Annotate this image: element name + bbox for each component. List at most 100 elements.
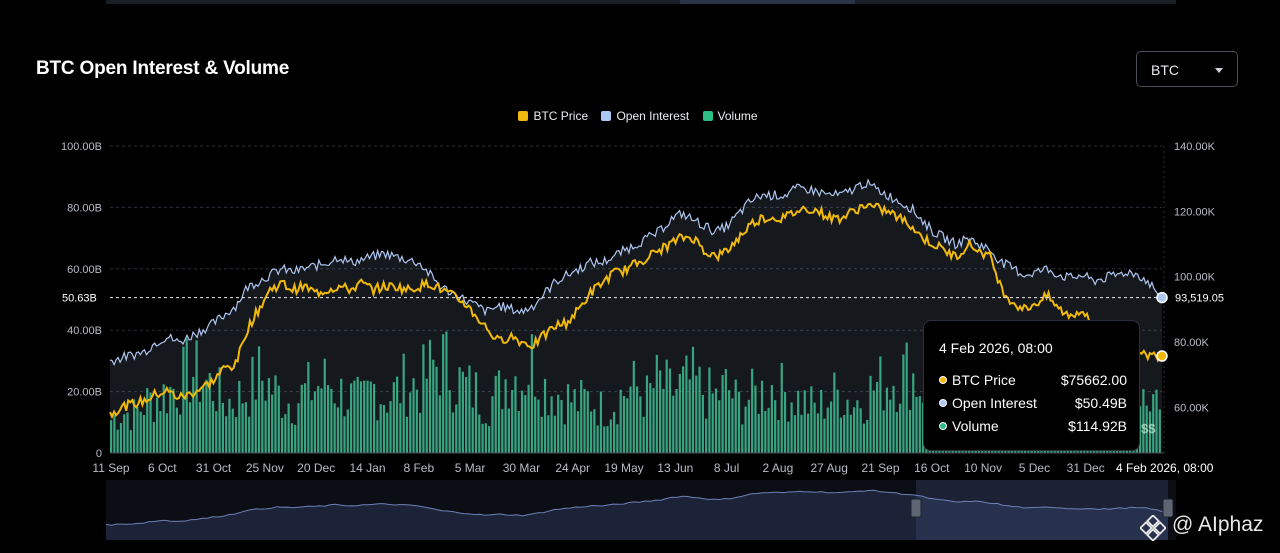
- top-scroll-track[interactable]: [106, 0, 1176, 4]
- volume-bar: [514, 376, 517, 453]
- volume-bar: [336, 407, 340, 453]
- volume-bar: [313, 391, 317, 453]
- volume-bar: [303, 383, 307, 453]
- volume-bar: [813, 402, 816, 453]
- volume-bar: [626, 398, 629, 453]
- volume-bar: [885, 387, 889, 453]
- volume-bar: [806, 413, 810, 453]
- volume-bar: [215, 411, 218, 453]
- tooltip-title: 4 Feb 2026, 08:00: [939, 340, 1053, 356]
- volume-bar: [297, 403, 300, 453]
- volume-bar: [307, 362, 310, 453]
- asset-select[interactable]: BTC: [1136, 51, 1238, 87]
- volume-bar: [797, 390, 800, 453]
- volume-bar: [471, 407, 474, 453]
- volume-bar: [764, 410, 767, 453]
- volume-bar: [241, 403, 244, 453]
- volume-bar: [468, 365, 471, 453]
- volume-bar: [139, 411, 142, 453]
- volume-bar: [231, 408, 234, 453]
- volume-bar: [198, 401, 201, 453]
- volume-bar: [412, 378, 415, 453]
- volume-bar: [728, 390, 731, 453]
- volume-bar: [110, 420, 113, 453]
- volume-bar: [244, 402, 247, 453]
- volume-bar: [553, 415, 557, 453]
- volume-bar: [754, 385, 757, 453]
- volume-bar: [389, 401, 392, 453]
- volume-bar: [448, 390, 451, 453]
- range-navigator[interactable]: [105, 480, 1176, 540]
- y-right-tick-label: 120.00K: [1174, 206, 1216, 218]
- axes: 0 20.00B 40.00B 60.00B 80.00B 100.00B 60.00K 80…: [61, 141, 1216, 475]
- legend-item-btc-price[interactable]: BTC Price: [518, 109, 588, 123]
- volume-bar: [731, 398, 734, 453]
- volume-bar: [221, 402, 224, 453]
- tooltip-value: $75662.00: [1060, 372, 1127, 388]
- volume-bar: [353, 380, 356, 453]
- volume-bar: [619, 389, 622, 453]
- volume-bar: [294, 424, 297, 453]
- navigator-handle-right[interactable]: [1162, 498, 1174, 518]
- legend-item-volume[interactable]: Volume: [702, 109, 758, 123]
- volume-bar: [744, 406, 747, 453]
- x-tick-label: 6 Oct: [148, 461, 177, 475]
- volume-bar: [580, 379, 583, 453]
- volume-bar: [593, 409, 596, 453]
- volume-bar: [810, 386, 813, 453]
- volume-bar: [379, 404, 382, 453]
- x-tick-label: 14 Jan: [349, 461, 385, 475]
- volume-bar: [402, 353, 405, 453]
- volume-bar: [188, 402, 192, 453]
- volume-bar: [603, 426, 606, 453]
- volume-bar: [705, 418, 708, 453]
- volume-bar: [1158, 409, 1161, 453]
- y-left-tick-label: 20.00B: [67, 387, 102, 399]
- tooltip-value: $50.49B: [1074, 395, 1127, 411]
- volume-bar: [405, 416, 409, 453]
- x-tick-label: 10 Nov: [964, 461, 1002, 475]
- volume-bar: [774, 400, 777, 453]
- volume-bar: [665, 359, 668, 453]
- volume-bar: [816, 413, 820, 453]
- volume-bar: [616, 424, 619, 453]
- volume-bar: [843, 414, 846, 453]
- volume-bar: [570, 402, 573, 453]
- volume-bar: [721, 375, 724, 453]
- x-tick-label: 5 Mar: [455, 461, 486, 475]
- watermark-text: @ AIphaz: [1172, 513, 1264, 536]
- crosshair-x-label: 4 Feb 2026, 08:00: [1116, 461, 1214, 475]
- volume-bar: [142, 414, 146, 453]
- volume-bar: [409, 392, 412, 453]
- volume-bar: [596, 425, 599, 453]
- volume-bar: [501, 409, 504, 453]
- volume-bar: [363, 380, 366, 453]
- top-scroll-thumb[interactable]: [680, 0, 855, 4]
- volume-bar: [698, 366, 701, 453]
- volume-bar: [527, 384, 530, 453]
- volume-bar: [422, 344, 425, 453]
- logo-icon: [1140, 515, 1166, 541]
- volume-bar: [451, 412, 455, 453]
- tooltip-label: Volume: [952, 418, 999, 434]
- volume-bar: [583, 388, 586, 453]
- volume-bar: [349, 383, 353, 453]
- navigator-handle-left[interactable]: [910, 498, 922, 518]
- volume-bar: [534, 396, 537, 453]
- tooltip-label: BTC Price: [952, 372, 1016, 388]
- volume-bar: [550, 396, 553, 453]
- volume-bar: [382, 405, 386, 453]
- volume-bar: [330, 388, 333, 453]
- crosshair: 50.63B 93,519.05 4 Feb 2026, 08:00: [56, 288, 1232, 477]
- x-tick-label: 2 Aug: [763, 461, 794, 475]
- volume-bar: [415, 389, 418, 453]
- y-right-tick-label: 100.00K: [1174, 272, 1216, 284]
- volume-bar: [576, 411, 580, 453]
- tooltip-row-open-interest: Open Interest $50.49B: [939, 395, 1127, 413]
- legend-item-open-interest[interactable]: Open Interest: [601, 109, 689, 123]
- volume-bar: [823, 418, 826, 453]
- x-tick-label: 21 Sep: [861, 461, 899, 475]
- x-tick-label: 16 Oct: [914, 461, 950, 475]
- legend-label: BTC Price: [533, 109, 589, 123]
